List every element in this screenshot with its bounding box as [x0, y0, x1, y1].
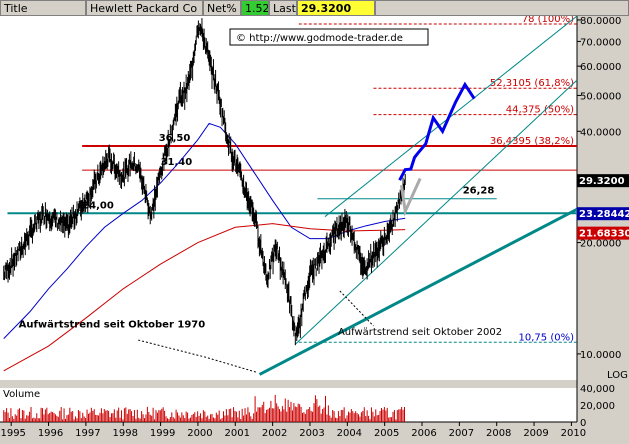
x-tick-label: 2009: [523, 428, 548, 439]
volume-tick-label: 40,000: [580, 384, 615, 395]
last-label: Last: [269, 0, 297, 16]
price-tag-label: 23.28442: [579, 209, 629, 220]
annotation-text: Aufwärtstrend seit Oktober 2002: [338, 327, 502, 338]
volume-tick-label: 20,000: [580, 401, 615, 412]
x-tick-label: 1996: [38, 428, 63, 439]
price-tag: [577, 226, 629, 240]
level-label: 31,40: [161, 157, 193, 168]
x-tick-label: 1995: [0, 428, 25, 439]
price-chart[interactable]: 36,50 31,40 24,00 26,28 78 (100%) 52,3105 (61…: [0, 16, 629, 444]
x-tick-label: 2005: [374, 428, 399, 439]
y-tick-label: 20.0000: [580, 239, 621, 250]
level-label: 26,28: [463, 186, 495, 197]
fib-label: 36,4395 (38,2%): [490, 136, 574, 147]
price-tag: [577, 207, 629, 221]
x-tick-label: 2006: [411, 428, 436, 439]
y-tick-label: 60.0000: [580, 62, 621, 73]
annotation-text: Aufwärtstrend seit Oktober 1970: [19, 319, 206, 330]
level-label: 36,50: [159, 133, 191, 144]
fib-label: 10,75 (0%): [519, 332, 575, 343]
price-tag-label: 21.68330: [579, 229, 629, 240]
annotation-pointer: [339, 290, 374, 327]
trend-line: [294, 79, 578, 345]
net-value: 1.52: [241, 0, 269, 16]
fib-label: 78 (100%): [522, 16, 574, 25]
title-bar: Title Hewlett Packard Co Net% 1.52 Last …: [0, 0, 629, 16]
y-tick-label: 40.0000: [580, 127, 621, 138]
trend-line: [324, 16, 578, 218]
y-axis-scale-label: LOG: [607, 370, 628, 381]
x-tick-label: 2010: [561, 428, 586, 439]
price-tag: [577, 174, 629, 188]
x-tick-label: 1999: [150, 428, 175, 439]
moving-average: [3, 122, 406, 339]
x-tick-label: 2008: [486, 428, 511, 439]
copyright-box: [229, 28, 429, 46]
volume-title: Volume: [3, 389, 40, 400]
x-tick-label: 2002: [262, 428, 287, 439]
x-tick-label: 2007: [449, 428, 474, 439]
y-tick-label: 50.0000: [580, 91, 621, 102]
fib-label: 52,3105 (61,8%): [490, 78, 574, 89]
y-tick-label: 80.0000: [580, 16, 621, 27]
y-tick-label: 70.0000: [580, 37, 621, 48]
security-name: Hewlett Packard Co: [86, 0, 203, 16]
copyright-text: © http://www.godmode-trader.de: [236, 33, 403, 44]
projection-arrow: [399, 177, 422, 217]
x-tick-label: 1998: [113, 428, 138, 439]
annotation-pointer: [138, 339, 258, 374]
fib-label: 44,375 (50%): [506, 105, 574, 116]
level-label: 24,00: [82, 200, 114, 211]
x-tick-label: 2001: [225, 428, 250, 439]
plot-area: [0, 16, 577, 380]
net-label: Net%: [203, 0, 241, 16]
header-filler: [375, 0, 629, 16]
volume-tick-label: 0: [580, 418, 586, 429]
projection-path: [398, 81, 476, 181]
x-tick-label: 2000: [187, 428, 212, 439]
separator: [0, 380, 577, 388]
moving-average: [3, 223, 406, 372]
title-label[interactable]: Title: [0, 0, 86, 16]
trend-line: [258, 208, 578, 376]
x-tick-label: 2003: [299, 428, 324, 439]
x-tick-label: 2004: [337, 428, 362, 439]
x-tick-label: 1997: [75, 428, 100, 439]
last-value: 29.3200: [297, 0, 375, 16]
price-tag-label: 29.3200: [579, 176, 625, 187]
y-tick-label: 10.0000: [580, 350, 621, 361]
